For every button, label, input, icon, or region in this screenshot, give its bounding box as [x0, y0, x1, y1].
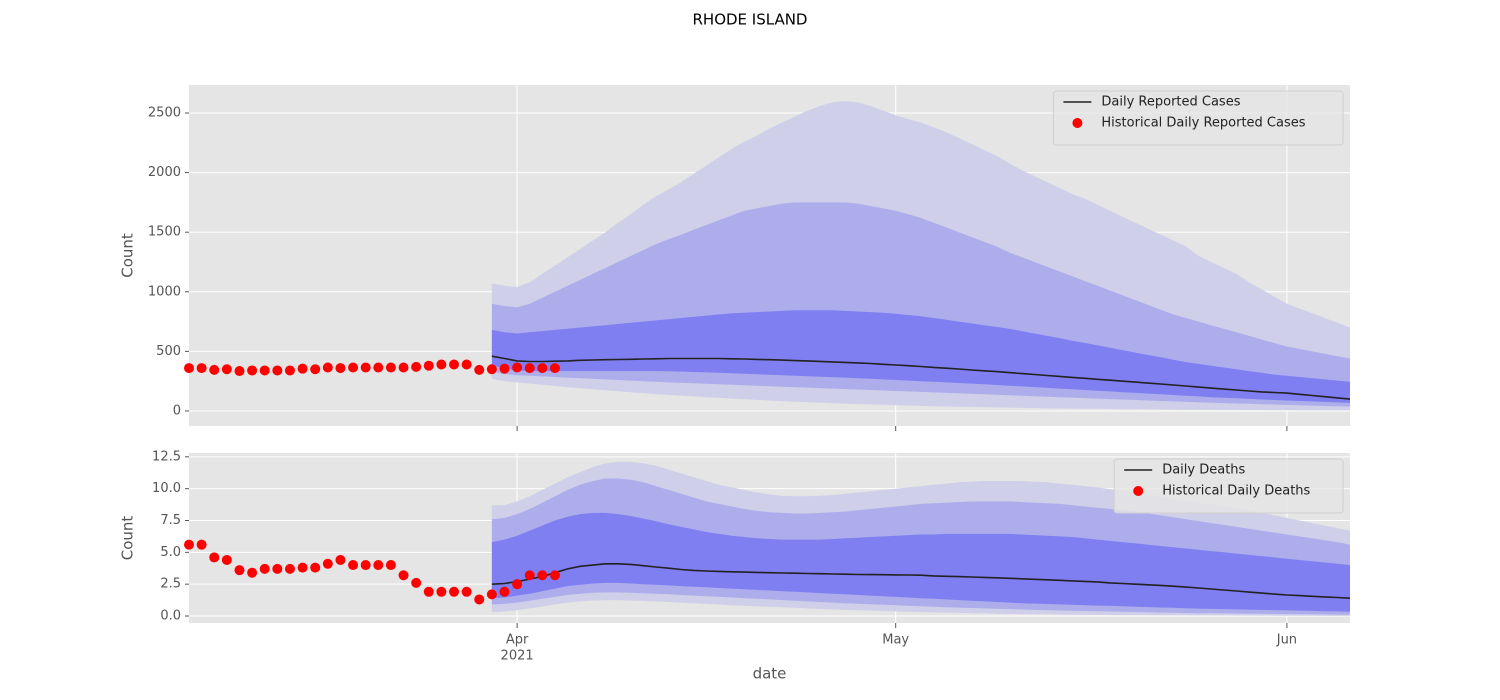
historical-point	[360, 560, 371, 571]
historical-point	[499, 586, 510, 597]
forecast-line	[491, 355, 1351, 400]
historical-point	[348, 362, 359, 373]
historical-point	[411, 361, 422, 372]
historical-point	[449, 359, 460, 370]
historical-point	[184, 539, 194, 550]
historical-point	[486, 589, 497, 600]
historical-point	[335, 363, 346, 374]
historical-point	[423, 360, 434, 371]
historical-point	[398, 570, 409, 581]
historical-point	[436, 586, 447, 597]
historical-point	[524, 363, 535, 374]
legend-swatch	[1133, 486, 1144, 496]
historical-point	[259, 563, 270, 574]
historical-point	[360, 362, 371, 373]
historical-point	[524, 570, 535, 581]
historical-point	[537, 363, 548, 374]
historical-point	[310, 562, 321, 573]
y-tick-label: 2.5	[160, 577, 181, 592]
historical-point	[234, 565, 245, 576]
y-tick-label: 5.0	[160, 545, 181, 560]
historical-point	[310, 364, 321, 375]
x-tick-sublabel: 2021	[501, 649, 534, 664]
y-tick-label: 500	[156, 344, 181, 359]
historical-point	[247, 567, 258, 578]
historical-point	[297, 363, 308, 374]
y-tick-label: 2000	[148, 165, 181, 180]
x-tick-label: May	[882, 633, 909, 648]
legend-label: Historical Daily Deaths	[1162, 484, 1310, 499]
historical-point	[512, 579, 523, 590]
x-axis-label: date	[753, 665, 787, 683]
historical-point	[423, 586, 434, 597]
historical-point	[234, 366, 245, 377]
historical-point	[221, 364, 232, 375]
historical-point	[297, 562, 308, 573]
historical-point	[284, 365, 295, 376]
historical-point	[385, 362, 396, 373]
legend-box	[1113, 458, 1344, 514]
historical-point	[322, 558, 333, 569]
historical-point	[461, 586, 472, 597]
forecast-line	[491, 563, 1351, 599]
historical-point	[221, 554, 232, 565]
legend-box	[1052, 90, 1344, 146]
historical-point	[272, 563, 283, 574]
y-tick-label: 12.5	[152, 449, 181, 464]
historical-point	[335, 554, 346, 565]
y-axis-label: Count	[119, 233, 137, 278]
y-tick-label: 10.0	[152, 481, 181, 496]
y-tick-label: 2500	[148, 106, 181, 121]
historical-point	[209, 364, 220, 375]
historical-point	[373, 362, 384, 373]
y-tick-label: 0	[173, 403, 181, 418]
historical-point	[411, 577, 422, 588]
historical-point	[486, 364, 497, 375]
legend-label: Daily Reported Cases	[1101, 95, 1240, 110]
historical-point	[196, 539, 207, 550]
historical-point	[247, 365, 258, 376]
legend-label: Daily Deaths	[1162, 463, 1245, 478]
historical-point	[461, 359, 472, 370]
historical-point	[549, 570, 560, 581]
figure-title: RHODE ISLAND	[693, 11, 808, 29]
historical-point	[385, 560, 396, 571]
historical-point	[284, 563, 295, 574]
x-tick-label: Jun	[1276, 633, 1297, 648]
historical-point	[322, 362, 333, 373]
historical-point	[537, 570, 548, 581]
historical-point	[398, 362, 409, 373]
legend-swatch	[1072, 118, 1083, 128]
historical-point	[209, 552, 220, 563]
forecast-band	[491, 512, 1350, 612]
y-tick-label: 1000	[148, 284, 181, 299]
y-tick-label: 1500	[148, 225, 181, 240]
historical-point	[449, 586, 460, 597]
historical-point	[436, 359, 447, 370]
historical-point	[348, 560, 359, 571]
y-tick-label: 0.0	[160, 608, 181, 623]
historical-point	[196, 363, 207, 374]
y-axis-label: Count	[119, 516, 137, 561]
historical-point	[373, 560, 384, 571]
x-tick-label: Apr	[506, 633, 529, 648]
historical-point	[272, 365, 283, 376]
historical-point	[474, 594, 485, 605]
historical-point	[512, 362, 523, 373]
historical-point	[474, 364, 485, 375]
historical-point	[259, 365, 270, 376]
forecast-band	[491, 310, 1350, 403]
historical-point	[549, 363, 560, 374]
historical-point	[499, 363, 510, 374]
historical-point	[184, 363, 194, 374]
y-tick-label: 7.5	[160, 513, 181, 528]
legend-label: Historical Daily Reported Cases	[1101, 116, 1305, 131]
